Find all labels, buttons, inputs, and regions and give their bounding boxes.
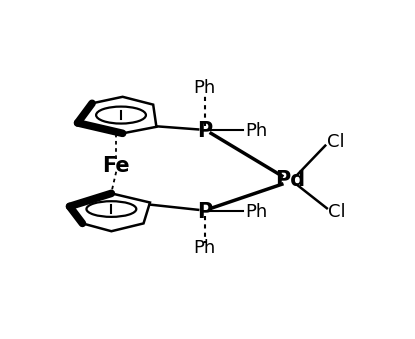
Text: Ph: Ph [245,122,267,140]
Text: Ph: Ph [193,239,216,257]
Text: Ph: Ph [193,79,216,97]
Text: P: P [197,121,212,141]
Text: Ph: Ph [245,203,267,221]
Text: Cl: Cl [329,203,346,221]
Text: P: P [197,202,212,222]
Text: Cl: Cl [327,134,344,152]
Text: Pd: Pd [275,170,305,190]
Text: Fe: Fe [103,156,130,176]
